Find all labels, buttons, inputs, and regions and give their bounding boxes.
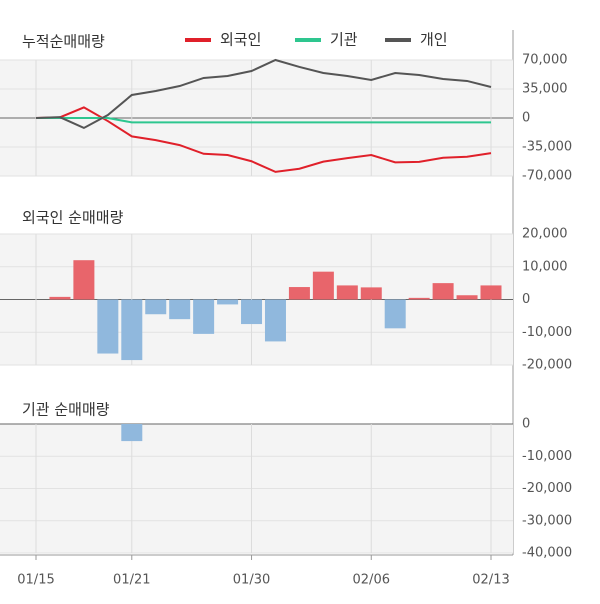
y-tick-label: 70,000 [522,53,568,68]
bar [121,299,143,361]
bar [264,299,286,342]
y-tick-label: -10,000 [522,449,572,464]
series-line [35,106,492,173]
bar [480,285,502,300]
bar [336,285,358,300]
bar [456,295,478,300]
bar [97,299,119,354]
legend-label: 개인 [420,31,448,49]
bar [49,296,71,300]
bar [145,299,167,315]
legend-label: 기관 [330,31,358,49]
x-tick-label: 02/06 [353,573,390,588]
y-tick-label: -30,000 [522,513,572,528]
bar [121,424,143,442]
y-tick-label: -10,000 [522,325,572,340]
y-tick-label: -35,000 [522,140,572,155]
x-tick-label: 02/13 [472,573,509,588]
bar [193,299,215,334]
y-tick-label: -20,000 [522,481,572,496]
series-line [35,58,492,130]
bar [169,299,191,320]
x-tick-label: 01/30 [233,573,270,588]
bar [73,260,95,300]
panel-title: 누적순매매량 [22,33,105,51]
bar [312,271,334,300]
bar [384,299,406,329]
legend-label: 외국인 [220,31,261,49]
y-tick-label: 0 [522,417,530,432]
bar [432,283,454,300]
bar [408,297,430,300]
y-tick-label: 0 [522,292,530,307]
y-tick-label: 10,000 [522,259,568,274]
series-line [36,117,491,124]
bar [217,299,239,305]
y-tick-label: -20,000 [522,358,572,373]
panel-title: 기관 순매매량 [22,401,110,419]
x-tick-label: 01/21 [113,573,150,588]
y-tick-label: 35,000 [522,82,568,97]
y-tick-label: -70,000 [522,169,572,184]
bar [288,287,310,300]
bar [360,287,382,300]
y-tick-label: 0 [522,111,530,126]
panel-title: 외국인 순매매량 [22,209,124,227]
y-tick-label: -40,000 [522,546,572,561]
x-tick-label: 01/15 [17,573,54,588]
bar [241,299,263,325]
y-tick-label: 20,000 [522,227,568,242]
